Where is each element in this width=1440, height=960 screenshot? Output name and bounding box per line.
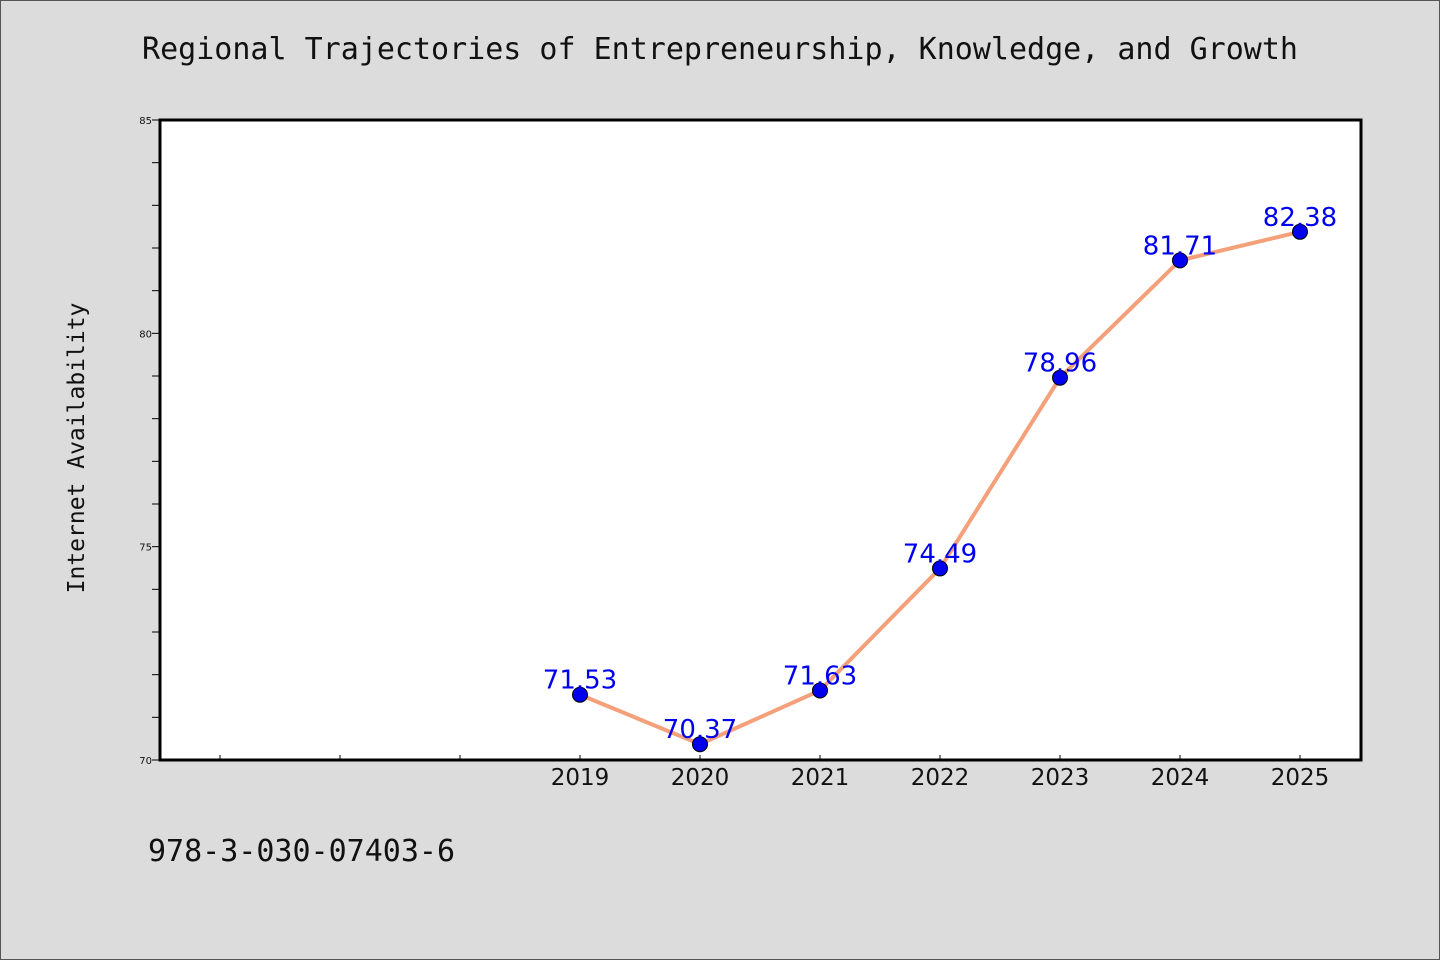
- footer-code: 978-3-030-07403-6: [148, 834, 456, 869]
- y-tick-label: 80: [139, 329, 152, 340]
- x-tick-label: 2021: [791, 765, 850, 791]
- data-point: [812, 682, 828, 699]
- chart-title: Regional Trajectories of Entrepreneurshi…: [142, 32, 1298, 67]
- data-label: 71.63: [783, 661, 857, 691]
- x-axis: 2019 2020 2021 2022 2023 2024 2025: [219, 755, 1330, 791]
- y-tick-label: 75: [139, 543, 152, 554]
- x-tick-label: 2022: [911, 765, 970, 791]
- x-tick-label: 2024: [1151, 765, 1210, 791]
- plot-area: [158, 118, 1363, 762]
- data-point: [1052, 369, 1068, 386]
- data-label: 82.38: [1263, 203, 1337, 233]
- y-tick-label: 70: [139, 756, 152, 767]
- data-point: [572, 686, 588, 703]
- x-tick-label: 2023: [1031, 765, 1090, 791]
- data-point: [692, 736, 708, 753]
- y-axis-label: Internet Availability: [64, 303, 90, 594]
- y-tick-label: 85: [139, 116, 152, 127]
- data-label: 70.37: [663, 715, 737, 745]
- data-label: 74.49: [903, 539, 977, 569]
- x-tick-label: 2020: [671, 765, 730, 791]
- y-axis: 70 75 80 85: [139, 116, 159, 767]
- data-label: 81.71: [1143, 231, 1217, 261]
- data-point: [1292, 223, 1308, 240]
- x-tick-label: 2019: [551, 765, 610, 791]
- series-group: 71.53 70.37 71.63 74.49 78.96 81.71 82.38: [543, 203, 1337, 753]
- data-label: 78.96: [1023, 349, 1097, 379]
- x-tick-label: 2025: [1271, 765, 1330, 791]
- data-point: [932, 560, 948, 577]
- data-point: [1172, 252, 1188, 269]
- data-label: 71.53: [543, 666, 617, 696]
